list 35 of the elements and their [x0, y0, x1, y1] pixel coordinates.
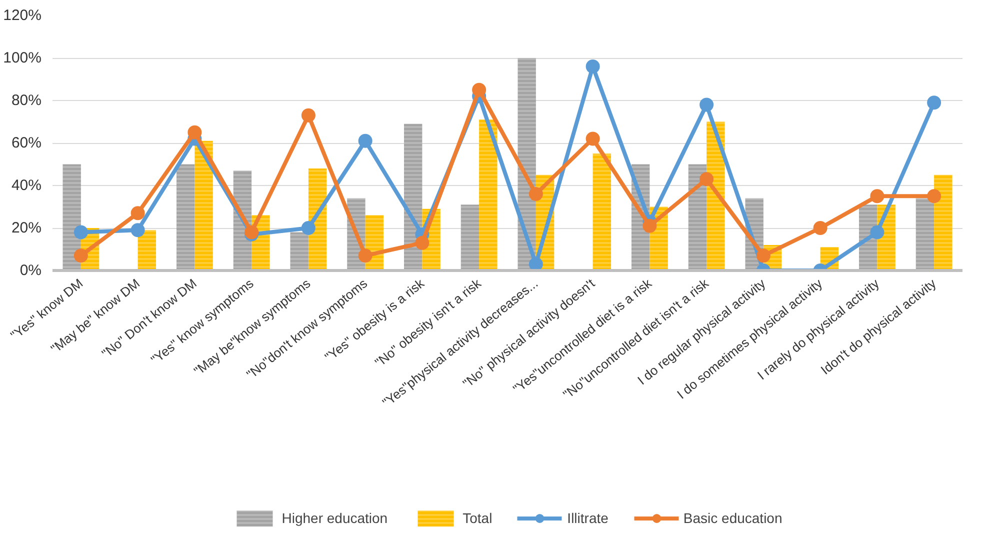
point	[927, 96, 942, 110]
point	[130, 206, 145, 220]
point	[301, 108, 316, 122]
point	[74, 248, 88, 263]
point	[870, 189, 884, 204]
point	[927, 189, 942, 204]
legend-label: Total	[462, 510, 492, 526]
y-tick-label: 80%	[11, 92, 42, 109]
point	[74, 225, 88, 240]
y-tick-label: 120%	[3, 7, 42, 24]
point	[358, 134, 372, 148]
point	[586, 132, 600, 146]
point	[870, 225, 884, 240]
point	[528, 257, 543, 270]
point	[188, 125, 202, 140]
point	[528, 187, 543, 201]
legend-label: Higher education	[282, 510, 388, 526]
point	[756, 248, 770, 263]
point	[700, 172, 714, 186]
y-tick-label: 60%	[11, 134, 42, 152]
point	[130, 223, 145, 238]
point	[358, 248, 372, 263]
y-tick-label: 0%	[20, 262, 42, 279]
point	[586, 60, 600, 74]
legend-label: Illitrate	[567, 510, 608, 526]
point	[642, 218, 657, 233]
point	[813, 221, 828, 235]
point	[301, 221, 316, 235]
y-tick-label: 20%	[11, 220, 42, 236]
point	[472, 82, 486, 97]
point	[700, 98, 714, 112]
point	[415, 236, 430, 250]
y-tick-label: 40%	[11, 177, 42, 194]
legend-label: Basic education	[683, 510, 782, 526]
y-tick-label: 100%	[3, 50, 42, 66]
